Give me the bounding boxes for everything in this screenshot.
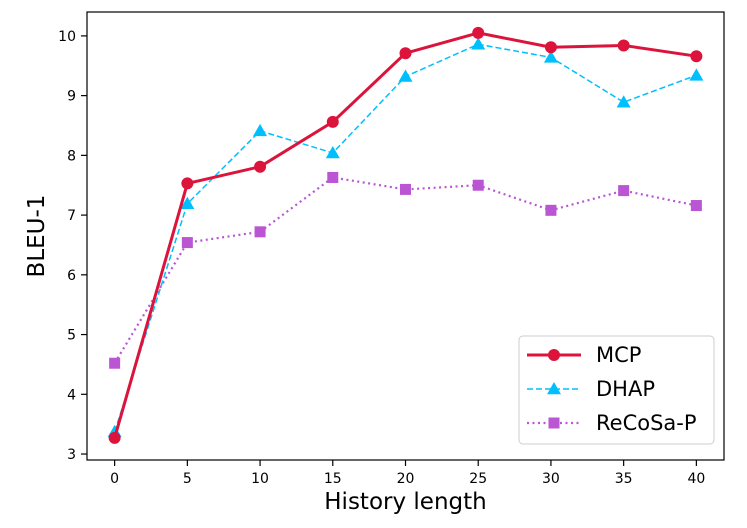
data-point-dhap xyxy=(689,68,704,81)
legend-swatch-marker xyxy=(548,349,560,361)
legend: MCP DHAP ReCoSa-P xyxy=(518,335,715,445)
data-point-recosa-p xyxy=(618,185,630,197)
series-mcp xyxy=(108,26,703,444)
data-point-recosa-p xyxy=(181,237,193,249)
y-axis-label: BLEU-1 xyxy=(24,195,50,278)
x-tick-label: 40 xyxy=(687,471,705,487)
data-point-recosa-p xyxy=(254,226,266,238)
data-point-recosa-p xyxy=(327,171,339,183)
x-tick-label: 25 xyxy=(469,471,487,487)
x-tick-label: 20 xyxy=(397,471,415,487)
data-point-mcp xyxy=(254,160,267,173)
legend-swatch-marker xyxy=(547,382,561,395)
data-point-mcp xyxy=(399,47,412,60)
data-point-mcp xyxy=(326,115,339,128)
y-tick-label: 3 xyxy=(67,447,76,463)
y-axis-ticks: 3 4 5 6 7 8 9 10 xyxy=(58,29,87,463)
x-tick-label: 10 xyxy=(251,471,269,487)
legend-item-recosa-p: ReCoSa-P xyxy=(527,411,697,435)
x-tick-label: 35 xyxy=(615,471,633,487)
data-point-mcp xyxy=(181,177,194,190)
data-point-mcp xyxy=(472,26,485,39)
data-point-recosa-p xyxy=(690,200,702,212)
y-tick-label: 5 xyxy=(67,328,76,344)
y-tick-label: 8 xyxy=(67,148,76,164)
x-tick-label: 5 xyxy=(183,471,192,487)
series-line-recosa-p xyxy=(113,176,697,364)
y-tick-label: 6 xyxy=(67,268,76,284)
legend-entries: MCP DHAP ReCoSa-P xyxy=(527,343,697,435)
data-point-mcp xyxy=(690,50,703,63)
data-point-recosa-p xyxy=(545,204,557,216)
data-point-recosa-p xyxy=(400,183,411,195)
legend-item-dhap: DHAP xyxy=(527,377,655,401)
series-recosa-p xyxy=(109,171,702,369)
data-point-recosa-p xyxy=(472,179,484,191)
y-tick-label: 4 xyxy=(67,387,76,403)
x-tick-label: 30 xyxy=(542,471,560,487)
data-point-dhap xyxy=(543,50,558,63)
data-point-dhap xyxy=(616,95,631,108)
legend-label: DHAP xyxy=(596,377,655,401)
x-axis-ticks: 0 5 10 15 20 25 30 35 40 xyxy=(110,460,705,487)
y-tick-label: 9 xyxy=(67,89,76,105)
data-point-dhap xyxy=(398,69,413,82)
plot-frame xyxy=(86,11,725,461)
x-tick-label: 0 xyxy=(110,471,119,487)
legend-label: ReCoSa-P xyxy=(596,411,697,435)
x-axis-label: History length xyxy=(324,489,486,515)
series-layer xyxy=(107,26,704,444)
data-point-dhap xyxy=(253,123,268,137)
data-point-mcp xyxy=(617,39,630,52)
series-dhap xyxy=(107,37,704,438)
legend-box xyxy=(518,335,715,445)
legend-label: MCP xyxy=(596,343,641,367)
y-tick-label: 10 xyxy=(58,29,76,45)
data-point-dhap xyxy=(471,37,486,50)
data-point-dhap xyxy=(325,145,340,159)
legend-swatch-marker xyxy=(548,417,560,429)
data-point-recosa-p xyxy=(109,357,121,369)
data-point-mcp xyxy=(108,431,121,444)
data-point-mcp xyxy=(544,41,557,54)
x-tick-label: 15 xyxy=(324,471,342,487)
data-point-dhap xyxy=(180,196,195,209)
legend-item-mcp: MCP xyxy=(527,343,641,367)
y-tick-label: 7 xyxy=(67,208,76,224)
